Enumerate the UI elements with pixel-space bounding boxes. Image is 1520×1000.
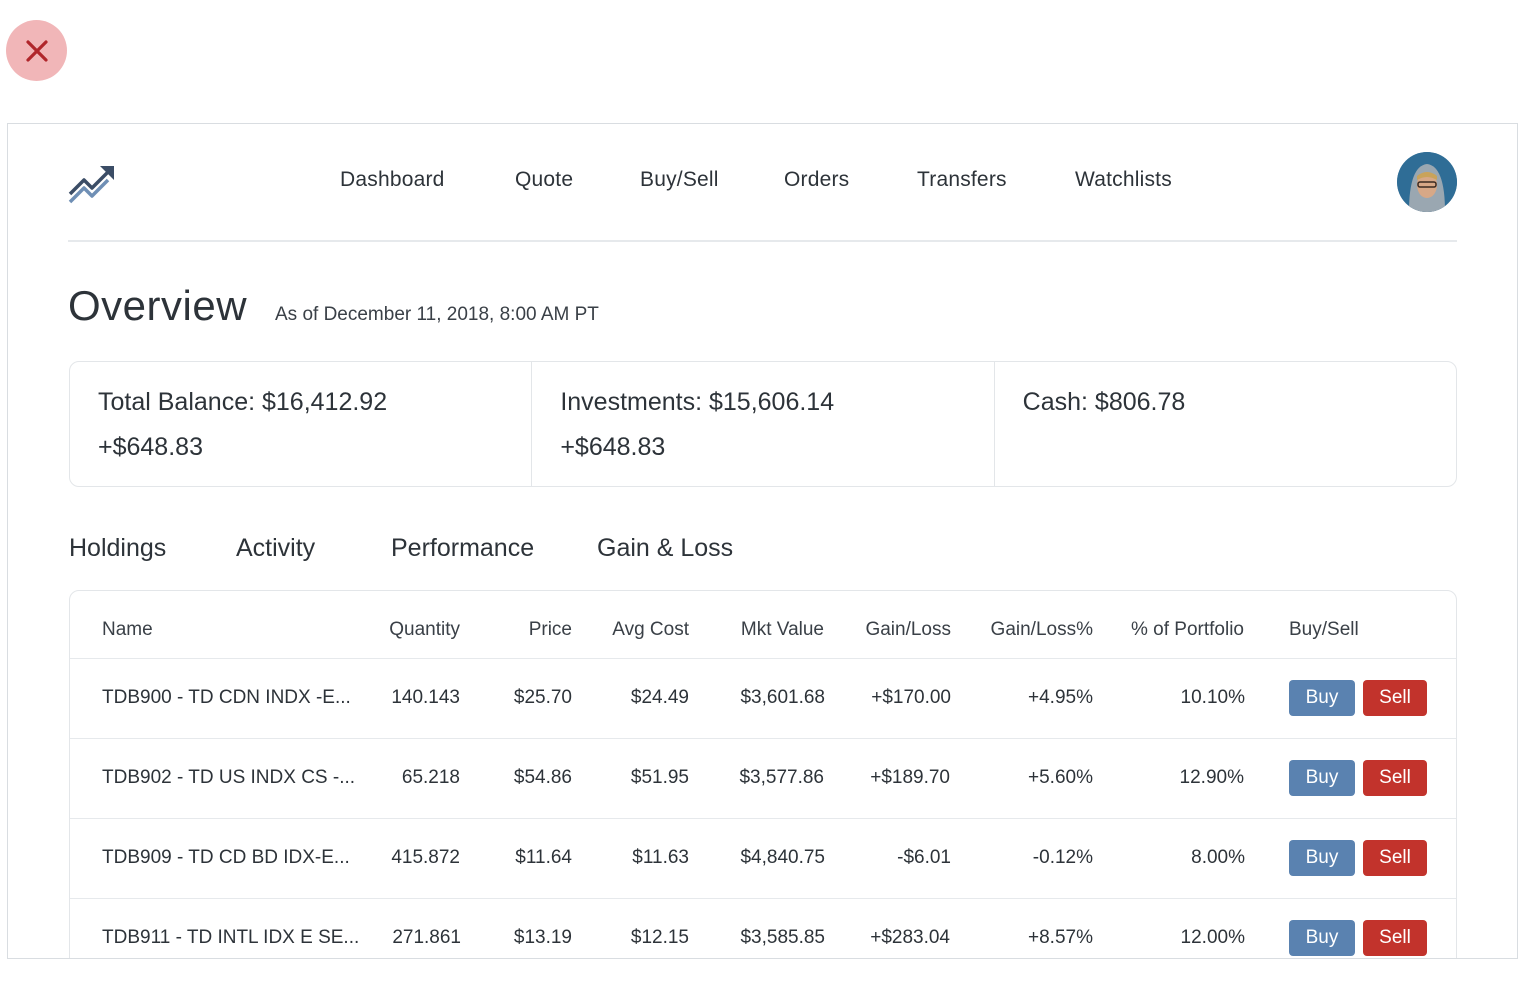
app-window: Dashboard Quote Buy/Sell Orders Transfer… xyxy=(7,123,1518,959)
column-header-gain-loss-pct: Gain/Loss% xyxy=(990,619,1093,640)
cell-gain-loss-pct: +8.57% xyxy=(1028,927,1093,948)
cell-avg-cost: $12.15 xyxy=(630,927,689,948)
cell-name[interactable]: TDB909 - TD CD BD IDX-E... xyxy=(102,847,350,868)
total-balance: Total Balance: $16,412.92 xyxy=(98,388,388,416)
nav-watchlists[interactable]: Watchlists xyxy=(1075,168,1172,191)
cell-name[interactable]: TDB911 - TD INTL IDX E SE... xyxy=(102,927,360,948)
user-avatar[interactable] xyxy=(1397,152,1457,212)
table-row: TDB900 - TD CDN INDX -E... 140.143 $25.7… xyxy=(70,658,1456,738)
table-row: TDB909 - TD CD BD IDX-E... 415.872 $11.6… xyxy=(70,818,1456,898)
cell-avg-cost: $51.95 xyxy=(630,767,689,788)
cell-gain-loss: -$6.01 xyxy=(897,847,951,868)
column-header-price: Price xyxy=(528,619,572,640)
cell-mkt-value: $3,585.85 xyxy=(740,927,825,948)
cell-gain-loss: +$283.04 xyxy=(870,927,950,948)
close-icon xyxy=(25,39,48,62)
tab-performance[interactable]: Performance xyxy=(391,534,535,562)
sell-button[interactable]: Sell xyxy=(1363,840,1427,876)
main-nav: Dashboard Quote Buy/Sell Orders Transfer… xyxy=(68,168,1457,198)
cash-balance: Cash: $806.78 xyxy=(1022,388,1186,416)
cell-name[interactable]: TDB902 - TD US INDX CS -... xyxy=(102,767,356,788)
column-header-pct-portfolio: % of Portfolio xyxy=(1131,619,1244,640)
column-header-buy-sell: Buy/Sell xyxy=(1289,619,1359,640)
column-header-avg-cost: Avg Cost xyxy=(612,619,689,640)
cell-mkt-value: $3,601.68 xyxy=(740,687,825,708)
nav-buy-sell[interactable]: Buy/Sell xyxy=(640,168,719,191)
cell-avg-cost: $24.49 xyxy=(630,687,689,708)
investments-card: Investments: $15,606.14 +$648.83 xyxy=(532,362,995,486)
cell-mkt-value: $4,840.75 xyxy=(740,847,825,868)
buy-button[interactable]: Buy xyxy=(1289,840,1355,876)
cell-pct-portfolio: 8.00% xyxy=(1191,847,1245,868)
column-header-mkt-value: Mkt Value xyxy=(740,619,824,640)
top-navigation-bar: Dashboard Quote Buy/Sell Orders Transfer… xyxy=(68,124,1457,242)
nav-transfers[interactable]: Transfers xyxy=(917,168,1007,191)
cell-avg-cost: $11.63 xyxy=(632,847,689,868)
table-row: TDB902 - TD US INDX CS -... 65.218 $54.8… xyxy=(70,738,1456,818)
column-header-quantity: Quantity xyxy=(389,619,460,640)
nav-quote[interactable]: Quote xyxy=(515,168,574,191)
total-balance-change: +$648.83 xyxy=(98,433,203,461)
cell-gain-loss-pct: +4.95% xyxy=(1028,687,1093,708)
holdings-table: Name Quantity Price Avg Cost Mkt Value G… xyxy=(69,590,1457,958)
cell-price: $25.70 xyxy=(513,687,572,708)
as-of-timestamp: As of December 11, 2018, 8:00 AM PT xyxy=(275,304,599,325)
cell-price: $54.86 xyxy=(513,767,572,788)
tab-activity[interactable]: Activity xyxy=(236,534,316,562)
cell-quantity: 415.872 xyxy=(391,847,460,868)
cell-pct-portfolio: 12.90% xyxy=(1179,767,1244,788)
cell-mkt-value: $3,577.86 xyxy=(739,767,824,788)
investments-balance: Investments: $15,606.14 xyxy=(560,388,835,416)
balance-summary: Total Balance: $16,412.92 +$648.83 Inves… xyxy=(69,361,1457,487)
cell-quantity: 271.861 xyxy=(392,927,461,948)
close-button[interactable] xyxy=(6,20,67,81)
sell-button[interactable]: Sell xyxy=(1363,680,1427,716)
total-balance-card: Total Balance: $16,412.92 +$648.83 xyxy=(70,362,533,486)
column-header-name: Name xyxy=(102,619,153,640)
cell-price: $13.19 xyxy=(513,927,572,948)
cell-gain-loss: +$189.70 xyxy=(870,767,950,788)
avatar-image xyxy=(1397,152,1457,212)
cell-quantity: 140.143 xyxy=(391,687,460,708)
page-title: Overview xyxy=(68,282,248,329)
table-row: TDB911 - TD INTL IDX E SE... 271.861 $13… xyxy=(70,898,1456,958)
nav-orders[interactable]: Orders xyxy=(784,168,850,191)
cash-card: Cash: $806.78 xyxy=(995,362,1456,486)
cell-quantity: 65.218 xyxy=(401,767,460,788)
buy-button[interactable]: Buy xyxy=(1289,920,1355,956)
cell-gain-loss-pct: -0.12% xyxy=(1032,847,1093,868)
buy-button[interactable]: Buy xyxy=(1289,680,1355,716)
nav-dashboard[interactable]: Dashboard xyxy=(340,168,445,191)
cell-gain-loss-pct: +5.60% xyxy=(1028,767,1093,788)
trending-up-icon[interactable] xyxy=(68,162,116,204)
tab-holdings[interactable]: Holdings xyxy=(69,534,167,562)
cell-name[interactable]: TDB900 - TD CDN INDX -E... xyxy=(102,687,351,708)
cell-pct-portfolio: 12.00% xyxy=(1180,927,1245,948)
sell-button[interactable]: Sell xyxy=(1363,920,1427,956)
buy-button[interactable]: Buy xyxy=(1289,760,1355,796)
cell-pct-portfolio: 10.10% xyxy=(1180,687,1245,708)
cell-gain-loss: +$170.00 xyxy=(871,687,951,708)
sell-button[interactable]: Sell xyxy=(1363,760,1427,796)
tab-gain-loss[interactable]: Gain & Loss xyxy=(597,534,734,562)
investments-change: +$648.83 xyxy=(560,433,666,461)
cell-price: $11.64 xyxy=(515,847,572,868)
column-header-gain-loss: Gain/Loss xyxy=(865,619,951,640)
